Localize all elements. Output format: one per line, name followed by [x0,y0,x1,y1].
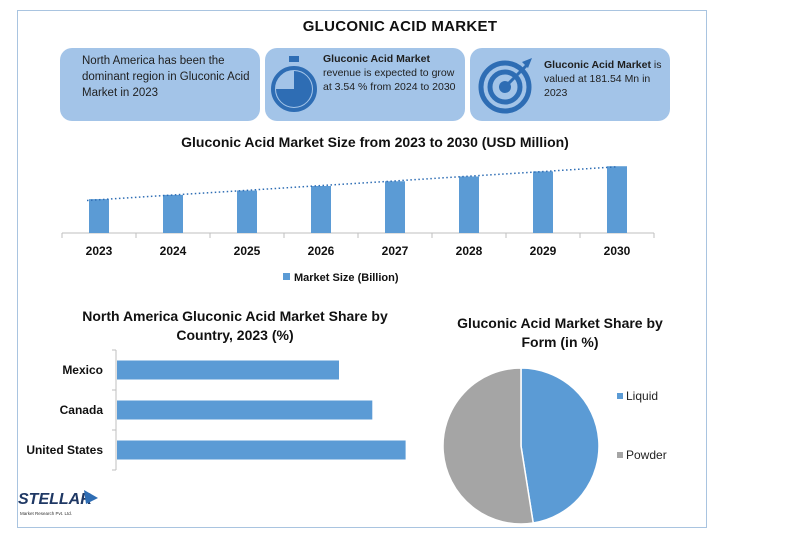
pie-legend-swatch [617,452,623,458]
region-card-text: North America has been the dominant regi… [82,55,250,99]
bar-chart-title: Gluconic Acid Market Size from 2023 to 2… [181,134,569,150]
x-tick-label: 2023 [86,244,113,258]
hbar-mexico [117,360,339,380]
bar-2024 [163,194,183,233]
growth-card-text: revenue is expected to grow at 3.54 % fr… [323,67,456,93]
market-size-bar-chart: 2023 2024 2025 2026 2027 2028 2029 2030 Market S… [61,166,655,284]
pie-legend-label: Powder [626,448,667,462]
form-share-pie-chart: Liquid Powder [442,367,667,525]
value-card: Gluconic Acid Market is valued at 181.54… [470,48,670,121]
target-icon [478,58,532,114]
bar-2029 [533,171,553,233]
logo-text: STELLAR [18,491,92,508]
stellar-logo: STELLAR Market Research Pvt. Ltd. [18,490,98,516]
trendline [86,166,618,202]
bar-2026 [311,186,331,233]
x-tick-label: 2030 [604,244,631,258]
legend-swatch [283,273,290,280]
x-tick-label: 2027 [382,244,409,258]
value-card-bold: Gluconic Acid Market [544,59,651,71]
pie-slice-powder [442,367,535,525]
hbar-united-states [117,440,406,460]
pie-legend-label: Liquid [626,389,658,403]
region-card: North America has been the dominant regi… [60,48,260,121]
x-tick-label: 2024 [160,244,187,258]
legend-label: Market Size (Billion) [294,272,399,284]
growth-card: Gluconic Acid Market revenue is expected… [265,48,465,121]
y-tick-label: Mexico [62,363,103,377]
country-share-bar-chart: Mexico Canada United States [26,349,406,471]
value-card-text: is valued at 181.54 Mn in 2023 [544,59,662,99]
bar-2030 [607,166,627,233]
hbar-canada [117,400,373,420]
x-tick-label: 2029 [530,244,557,258]
x-tick-label: 2026 [308,244,335,258]
pie-slice-liquid [520,367,600,524]
y-tick-label: Canada [60,403,104,417]
pie-chart-title: Gluconic Acid Market Share by Form (in %… [457,315,663,350]
pie-legend-swatch [617,393,623,399]
logo-subtext: Market Research Pvt. Ltd. [20,511,72,516]
bar-2023 [89,199,109,233]
page-title: GLUCONIC ACID MARKET [302,18,498,35]
x-tick-label: 2028 [456,244,483,258]
bar-2028 [459,176,479,233]
country-chart-title: North America Gluconic Acid Market Share… [82,308,388,343]
bar-2025 [237,190,257,233]
x-tick-label: 2025 [234,244,261,258]
growth-card-bold: Gluconic Acid Market [323,53,430,65]
bar-2027 [385,181,405,233]
stopwatch-icon [271,56,317,112]
y-tick-label: United States [26,443,103,457]
